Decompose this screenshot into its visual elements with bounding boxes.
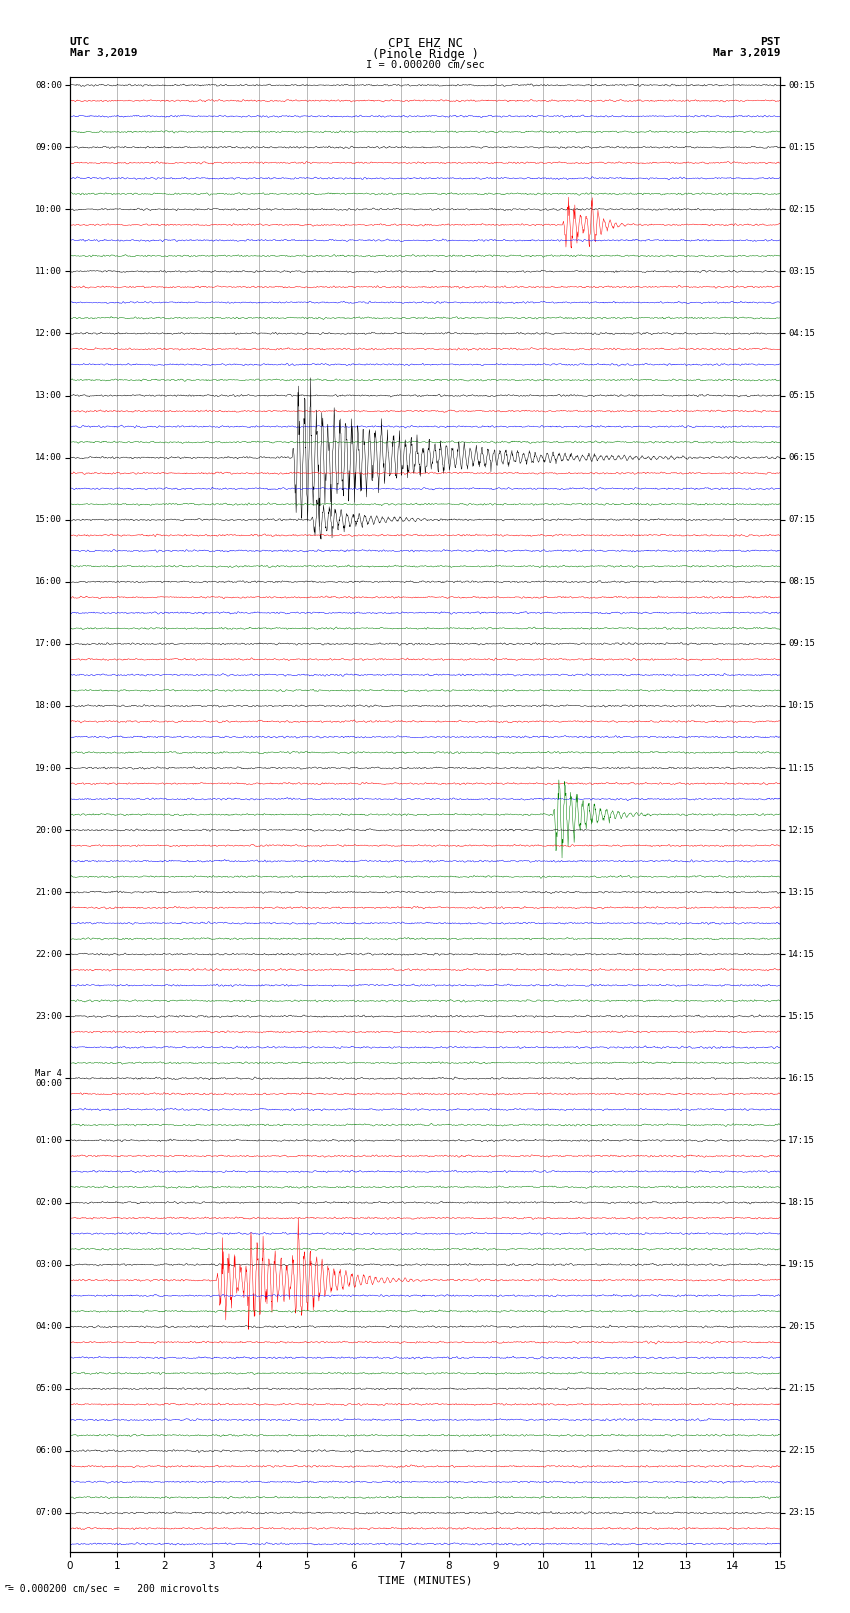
Text: ⌐: ⌐ bbox=[4, 1581, 10, 1590]
Text: CPI EHZ NC: CPI EHZ NC bbox=[388, 37, 462, 50]
Text: Mar 3,2019: Mar 3,2019 bbox=[70, 48, 137, 58]
X-axis label: TIME (MINUTES): TIME (MINUTES) bbox=[377, 1576, 473, 1586]
Text: I = 0.000200 cm/sec: I = 0.000200 cm/sec bbox=[366, 60, 484, 69]
Text: PST: PST bbox=[760, 37, 780, 47]
Text: = 0.000200 cm/sec =   200 microvolts: = 0.000200 cm/sec = 200 microvolts bbox=[8, 1584, 220, 1594]
Text: (Pinole Ridge ): (Pinole Ridge ) bbox=[371, 48, 479, 61]
Text: UTC: UTC bbox=[70, 37, 90, 47]
Text: Mar 3,2019: Mar 3,2019 bbox=[713, 48, 780, 58]
